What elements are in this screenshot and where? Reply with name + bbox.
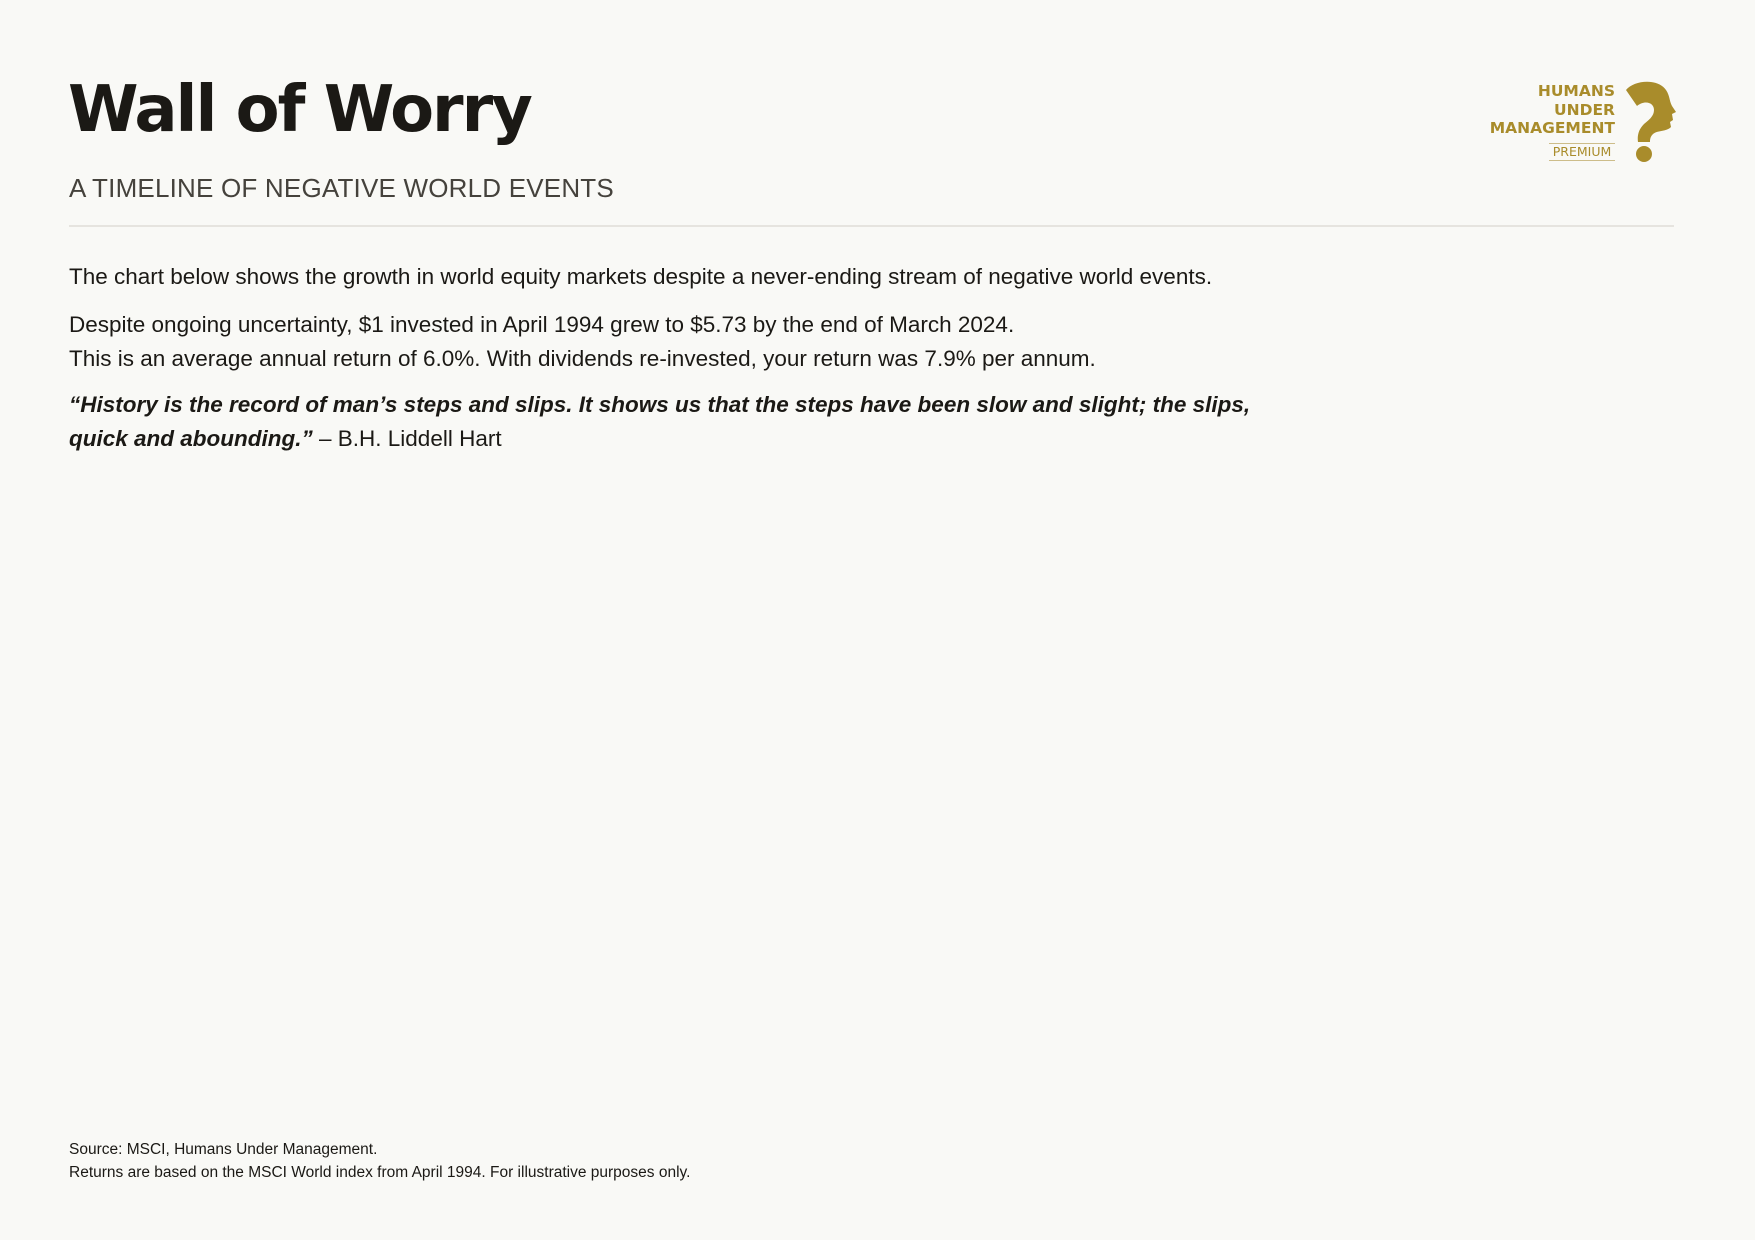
logo-line-3: MANAGEMENT bbox=[1489, 119, 1615, 137]
quote-attribution: – B.H. Liddell Hart bbox=[312, 426, 502, 451]
page-title: Wall of Worry bbox=[68, 73, 533, 147]
intro-line-2: Despite ongoing uncertainty, $1 invested… bbox=[69, 312, 1015, 337]
logo-line-1: HUMANS bbox=[1537, 82, 1615, 100]
footer: Source: MSCI, Humans Under Management. R… bbox=[69, 1138, 690, 1184]
quote-line-1: “History is the record of man’s steps an… bbox=[69, 392, 1251, 417]
intro-line-3: This is an average annual return of 6.0%… bbox=[69, 346, 1096, 371]
intro-line-1: The chart below shows the growth in worl… bbox=[69, 264, 1213, 289]
header-divider bbox=[69, 225, 1674, 227]
quote-line-2: quick and abounding.” bbox=[69, 426, 313, 451]
question-mark-head-icon bbox=[1626, 81, 1676, 162]
quote-block: “History is the record of man’s steps an… bbox=[69, 388, 1250, 456]
logo-wordmark: HUMANS UNDER MANAGEMENT bbox=[1490, 82, 1615, 138]
disclaimer-note: Returns are based on the MSCI World inde… bbox=[69, 1164, 691, 1181]
logo-line-2: UNDER bbox=[1554, 100, 1615, 119]
logo-premium-label: PREMIUM bbox=[1549, 143, 1615, 161]
intro-text: The chart below shows the growth in worl… bbox=[69, 260, 1212, 376]
brand-logo: HUMANS UNDER MANAGEMENT PREMIUM bbox=[1480, 80, 1680, 170]
source-note: Source: MSCI, Humans Under Management. bbox=[69, 1141, 378, 1158]
page-subtitle: A TIMELINE OF NEGATIVE WORLD EVENTS bbox=[69, 173, 614, 203]
